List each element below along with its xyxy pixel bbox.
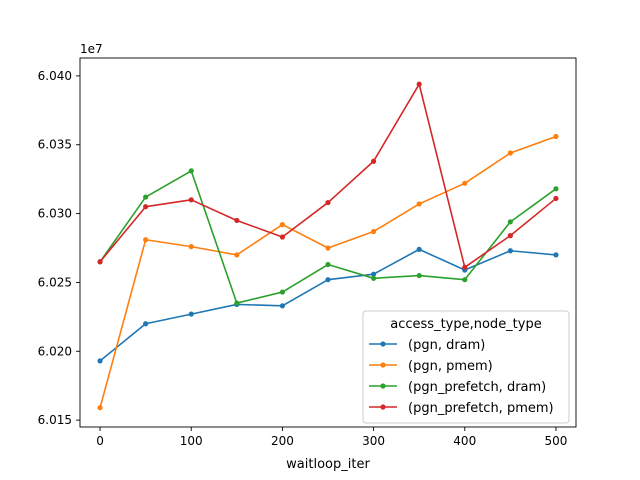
data-point [97,259,103,265]
y-tick-label: 6.030 [38,207,72,221]
data-point [279,303,286,309]
legend-entries: (pgn, dram) (pgn, pmem) (pgn_prefetch, dra… [369,338,554,416]
data-point [143,204,149,210]
legend-label: (pgn, pmem) [408,359,493,374]
legend-marker [380,404,386,410]
data-point [553,252,559,258]
y-tick-label: 6.020 [38,344,72,358]
data-point [507,219,513,225]
data-point [234,217,240,224]
x-tick-label: 500 [544,434,567,448]
data-point [234,300,240,306]
legend-box [362,310,570,424]
series-layer [97,81,559,411]
data-point [188,311,194,317]
y-offset-label: 1e7 [80,42,103,56]
x-tick-label: 400 [453,434,476,448]
x-axis: 0 100 200 300 400 500 [96,427,567,448]
y-tick-label: 6.025 [38,275,72,289]
data-point [188,197,194,203]
data-point [507,248,513,254]
data-point [416,272,422,279]
data-point [143,321,149,327]
data-point [325,277,331,283]
legend-label: (pgn, dram) [408,338,485,353]
data-point [325,199,331,206]
data-point [416,81,422,87]
plot-area-frame [79,57,577,428]
data-point [507,150,513,156]
data-point [188,168,194,174]
data-point [97,358,103,364]
legend-marker [380,341,386,347]
x-tick-label: 200 [271,434,294,448]
y-axis: 6.015 6.020 6.025 6.030 6.035 6.040 [38,69,80,427]
data-point [462,277,468,283]
data-point [370,158,377,164]
data-point [553,186,559,192]
x-tick-label: 100 [180,434,203,448]
data-point [553,195,559,202]
data-point [325,261,331,268]
legend-label: (pgn_prefetch, pmem) [408,401,554,416]
data-point [553,133,559,140]
x-tick-label: 0 [96,434,104,448]
legend-label: (pgn_prefetch, dram) [408,380,546,395]
data-point [370,271,377,277]
data-point [325,245,331,251]
data-point [416,201,422,207]
data-point [462,180,468,186]
y-tick-label: 6.015 [38,413,72,427]
data-point [370,275,377,281]
data-point [188,244,194,250]
data-point [370,228,377,235]
x-axis-label: waitloop_iter [286,457,370,472]
data-point [279,222,286,228]
data-point [462,264,468,270]
x-tick-label: 300 [362,434,385,448]
legend-marker [380,383,386,389]
legend-title: access_type,node_type [390,317,541,332]
data-point [143,194,149,200]
data-point [234,252,240,258]
legend-marker [380,362,386,368]
y-tick-label: 6.035 [38,138,72,152]
data-point [416,246,422,252]
y-tick-label: 6.040 [38,69,72,83]
legend: access_type,node_type (pgn, dram) (pgn, p… [362,310,570,424]
data-point [279,234,286,240]
data-point [143,237,149,243]
data-point [279,289,286,295]
data-point [507,233,513,239]
data-point [97,405,103,411]
